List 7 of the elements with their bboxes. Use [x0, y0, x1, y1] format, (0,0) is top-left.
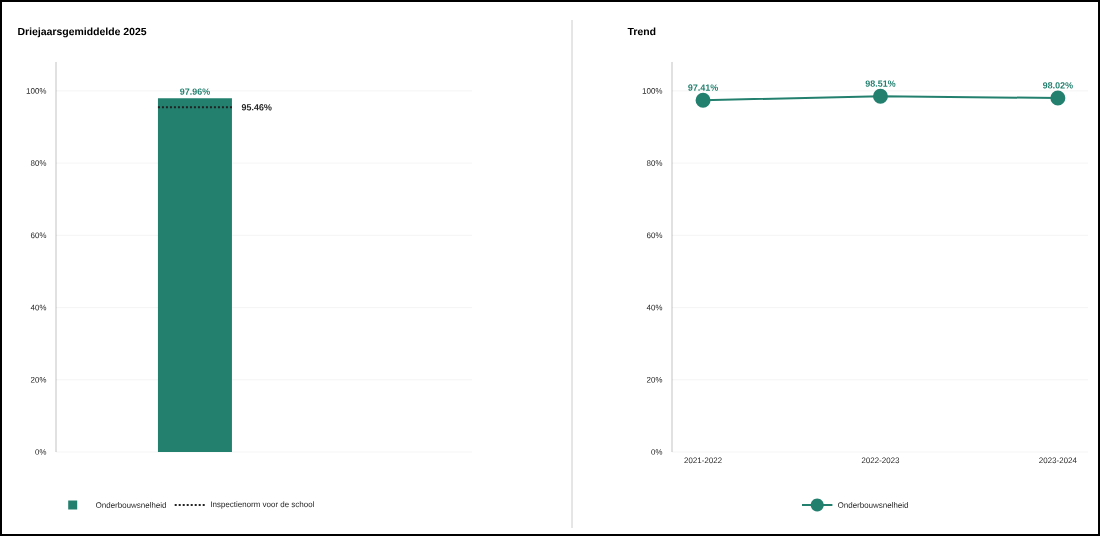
data-label: 97.41%	[688, 84, 719, 91]
annotation: 95.46%	[241, 104, 272, 111]
chart-title: Driejaarsgemiddelde 2025	[18, 27, 147, 38]
data-label: 98.02%	[1042, 82, 1073, 89]
data-label: 98.51%	[865, 80, 896, 87]
chart-title: Trend	[627, 27, 656, 36]
data-label: 97.96%	[180, 88, 210, 95]
